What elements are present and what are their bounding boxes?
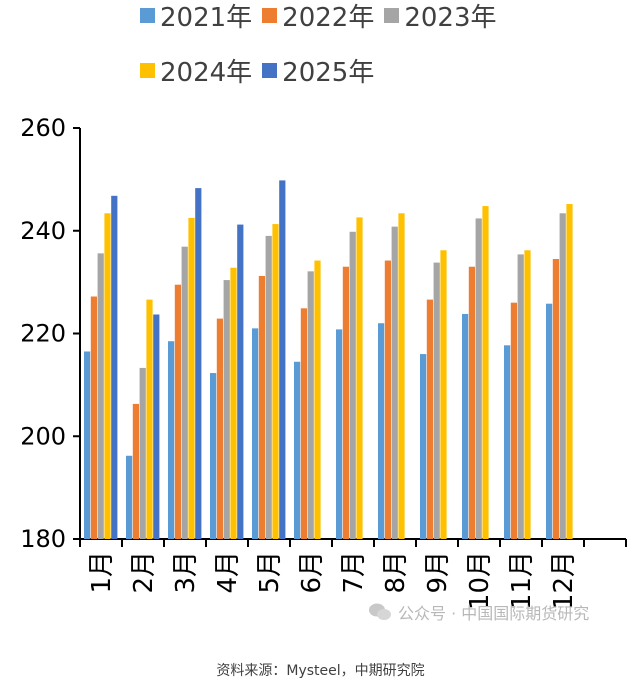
bar-2022年-3月 [174,284,181,539]
bar-2021年-9月 [420,354,427,539]
legend-item: 2024年 [140,52,252,89]
bar-2022年-2月 [132,403,139,539]
bar-2024年-7月 [356,217,363,539]
bar-2022年-8月 [384,260,391,539]
bar-2023年-4月 [223,280,230,539]
bar-2025年-1月 [111,195,118,539]
wechat-icon [369,603,391,620]
bar-2023年-7月 [349,231,356,539]
bar-2025年-2月 [153,314,160,539]
bar-2023年-6月 [307,271,314,539]
bar-2021年-2月 [126,455,133,539]
bar-2025年-3月 [195,188,202,539]
bar-2023年-2月 [139,367,146,539]
bar-2022年-4月 [216,318,223,539]
bar-2023年-10月 [475,218,482,540]
bar-2023年-3月 [181,246,188,539]
bar-2023年-8月 [391,226,398,539]
bar-2021年-11月 [504,345,511,539]
bar-2024年-10月 [482,206,489,539]
bar-2024年-2月 [146,299,153,539]
y-tick-label: 240 [20,217,66,245]
x-tick-label: 6月 [297,551,327,594]
bar-2021年-8月 [378,323,385,539]
x-tick-label: 11月 [507,551,537,610]
bar-2024年-3月 [188,217,195,539]
x-tick-label: 5月 [255,551,285,594]
bar-2022年-6月 [300,308,307,539]
bar-2022年-5月 [258,275,265,539]
y-tick-label: 260 [20,114,66,142]
bar-2022年-7月 [342,266,349,539]
bar-2022年-11月 [510,302,517,539]
bar-2024年-9月 [440,250,447,539]
legend-item: 2021年 [140,0,252,34]
bar-2022年-9月 [426,299,433,539]
x-tick-label: 1月 [87,551,117,594]
legend-label: 2022年 [282,2,375,33]
x-tick-label: 8月 [381,551,411,594]
x-tick-label: 4月 [213,551,243,594]
x-tick-label: 9月 [423,551,453,594]
legend-row-2: 2024年 2025年 [140,55,374,88]
bar-2021年-5月 [252,328,259,539]
legend-swatch [262,7,278,23]
watermark-text: 公众号 · 中国国际期货研究 [398,604,590,623]
legend-item: 2023年 [384,0,497,34]
bar-2024年-5月 [272,224,279,540]
x-tick-label: 10月 [465,551,495,610]
legend-row-1: 2021年 2022年 2023年 [140,0,497,33]
bar-2021年-6月 [294,361,301,539]
bar-2024年-6月 [314,260,321,539]
x-tick-label: 7月 [339,551,369,594]
bar-2021年-10月 [462,313,469,539]
legend-swatch [140,62,155,78]
y-tick-label: 180 [20,525,66,553]
bar-2022年-10月 [468,266,475,539]
legend-label: 2025年 [282,57,375,88]
legend-swatch [384,7,400,23]
bar-2023年-1月 [97,253,104,540]
legend-swatch [140,7,155,23]
watermark: 公众号 · 中国国际期货研究 [368,600,589,624]
legend-label: 2023年 [404,2,497,33]
bar-2023年-12月 [559,213,566,539]
bar-2024年-12月 [566,204,573,539]
bar-2024年-1月 [104,213,111,539]
legend-item: 2025年 [262,52,374,89]
bar-2021年-7月 [336,329,343,539]
bar-2025年-4月 [237,224,244,539]
bar-2024年-4月 [230,267,237,539]
bar-2021年-4月 [210,373,217,539]
legend-label: 2021年 [160,2,253,33]
bar-2021年-12月 [546,303,553,539]
bar-2021年-3月 [168,341,175,539]
x-tick-label: 2月 [129,551,159,594]
bar-2023年-5月 [265,235,272,539]
bar-2023年-9月 [433,262,440,539]
source-note: 资料来源：Mysteel，中期研究院 [216,663,425,679]
legend-swatch [262,62,278,78]
bar-2024年-11月 [524,250,531,539]
bar-2025年-5月 [279,180,286,539]
legend-item: 2022年 [262,0,374,34]
bar-2024年-8月 [398,213,405,539]
legend-label: 2024年 [160,57,253,88]
x-tick-label: 12月 [549,551,579,610]
y-tick-label: 200 [20,422,66,450]
y-tick-label: 220 [20,320,66,348]
bar-2022年-1月 [90,296,97,539]
bar-2023年-11月 [517,254,524,539]
bar-2021年-1月 [84,351,91,539]
x-tick-label: 3月 [171,551,201,594]
bar-2022年-12月 [552,259,559,539]
